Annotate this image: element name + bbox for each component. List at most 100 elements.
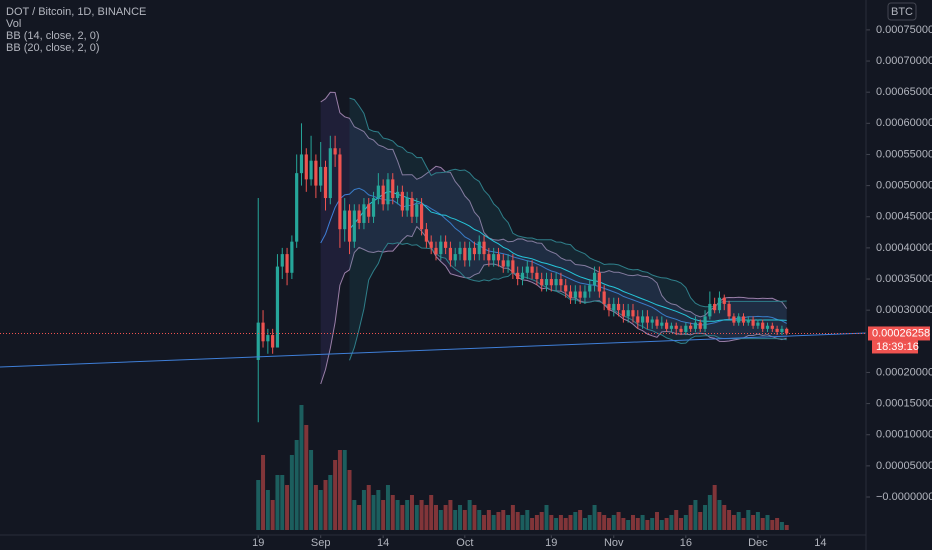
volume-bar	[722, 505, 727, 530]
candle-body	[540, 279, 544, 286]
volume-bar	[333, 460, 338, 530]
candle-body	[333, 148, 337, 155]
candle-body	[458, 247, 462, 255]
volume-bar	[582, 518, 587, 530]
candle-body	[468, 247, 472, 261]
candle-body	[395, 191, 400, 199]
volume-bar	[289, 455, 294, 530]
candle-body	[544, 279, 549, 286]
volume-bar	[467, 500, 472, 530]
candle-body	[746, 319, 750, 323]
candle-body	[660, 322, 664, 326]
candle-body	[679, 328, 683, 332]
candle-body	[506, 260, 510, 267]
volume-bar	[328, 475, 333, 530]
candle-body	[573, 291, 577, 298]
volume-bar	[472, 505, 477, 530]
volume-bar	[674, 510, 679, 530]
candle-body	[511, 260, 515, 273]
candle-body	[602, 291, 606, 304]
candle-body	[415, 204, 419, 217]
y-tick-label: 0.00030000	[876, 304, 932, 316]
volume-bar	[544, 505, 549, 530]
y-tick-label: −0.00000000	[876, 491, 932, 503]
candle-body	[655, 319, 659, 326]
volume-bar	[323, 480, 328, 530]
volume-bar	[659, 520, 664, 530]
y-tick-label: 0.00045000	[876, 211, 932, 223]
candle-body	[386, 179, 390, 205]
candle-body	[501, 260, 505, 267]
y-tick-label: 0.00020000	[876, 366, 932, 378]
candle-body	[636, 316, 640, 323]
band-fill	[320, 92, 787, 385]
volume-bar	[592, 505, 597, 530]
candle-body	[444, 241, 448, 248]
candle-body	[607, 303, 611, 311]
volume-bar	[679, 518, 684, 530]
candle-body	[751, 319, 755, 326]
y-tick-label: 0.00060000	[876, 117, 932, 129]
candle-body	[371, 198, 376, 217]
volume-bar	[337, 450, 342, 530]
volume-bar	[751, 515, 756, 530]
volume-bar	[669, 515, 674, 530]
candle-body	[612, 303, 616, 311]
volume-bar	[534, 515, 539, 530]
candle-body	[304, 154, 308, 180]
volume-bar	[712, 485, 717, 530]
volume-bar	[760, 518, 765, 530]
candle-body	[631, 310, 635, 317]
volume-bar	[510, 505, 515, 530]
volume-bar	[664, 518, 669, 530]
candle-body	[496, 254, 501, 261]
indicator-legend: BB (20, close, 2, 0)	[6, 42, 100, 54]
volume-bar	[400, 505, 405, 530]
volume-bar	[621, 518, 626, 530]
candle-body	[761, 322, 765, 329]
candle-body	[588, 285, 592, 292]
candle-body	[280, 254, 284, 267]
volume-bar	[395, 500, 400, 530]
volume-bar	[784, 525, 789, 530]
candle-body	[756, 322, 760, 326]
volume-bar	[261, 455, 266, 530]
candle-body	[525, 266, 529, 273]
candle-body	[645, 316, 649, 323]
candle-body	[419, 204, 424, 230]
candle-body	[275, 266, 280, 348]
volume-bar	[698, 512, 703, 530]
candle-body	[741, 316, 746, 323]
symbol-title: DOT / Bitcoin, 1D, BINANCE	[6, 6, 146, 18]
volume-bar	[371, 495, 376, 530]
volume-bar	[530, 518, 535, 530]
currency-button[interactable]	[887, 2, 917, 21]
x-tick-label: Dec	[748, 537, 768, 549]
volume-bar	[717, 500, 722, 530]
x-tick-label: 14	[814, 537, 826, 549]
candle-body	[367, 204, 371, 217]
band-basis	[320, 187, 787, 326]
y-tick-label: 0.00010000	[876, 429, 932, 441]
volume-bar	[294, 440, 299, 530]
currency-button-label[interactable]: BTC	[891, 6, 913, 18]
volume-bar	[683, 515, 688, 530]
volume-bar	[438, 510, 443, 530]
volume-bar	[515, 512, 520, 530]
volume-bar	[688, 505, 693, 530]
y-tick-label: 0.00040000	[876, 242, 932, 254]
trend-line	[0, 332, 867, 368]
x-tick-label: 19	[545, 537, 557, 549]
volume-bar	[366, 485, 371, 530]
candle-body	[391, 179, 395, 199]
candle-body	[516, 272, 520, 280]
candle-body	[722, 297, 726, 304]
candle-body	[448, 247, 453, 261]
candle-body	[780, 328, 784, 332]
volume-bar	[409, 495, 414, 530]
candle-body	[520, 272, 525, 280]
candle-body	[429, 241, 433, 248]
x-tick-label: Sep	[311, 537, 331, 549]
candle-body	[285, 254, 289, 273]
x-tick-label: 16	[680, 537, 692, 549]
